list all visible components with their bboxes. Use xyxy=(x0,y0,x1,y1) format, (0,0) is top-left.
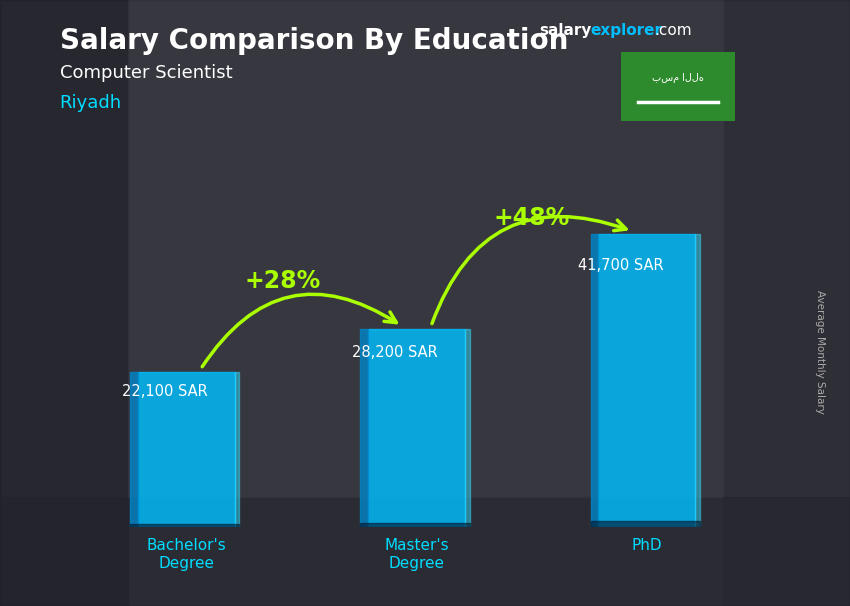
Bar xyxy=(360,329,368,527)
Bar xyxy=(591,234,598,527)
Text: +28%: +28% xyxy=(245,269,321,293)
Text: 28,200 SAR: 28,200 SAR xyxy=(352,345,438,360)
Text: 22,100 SAR: 22,100 SAR xyxy=(122,384,207,399)
Bar xyxy=(128,0,722,497)
Bar xyxy=(130,372,138,527)
Bar xyxy=(130,524,239,527)
Bar xyxy=(695,234,700,527)
Bar xyxy=(598,234,695,527)
Bar xyxy=(360,523,469,527)
Bar xyxy=(722,0,850,606)
Text: .com: .com xyxy=(654,23,692,38)
Text: salary: salary xyxy=(540,23,592,38)
Text: بسم الله: بسم الله xyxy=(652,73,704,83)
Bar xyxy=(465,329,469,527)
Bar xyxy=(368,329,465,527)
Bar xyxy=(0,0,128,606)
Text: +48%: +48% xyxy=(494,206,570,230)
Bar xyxy=(235,372,239,527)
Text: 41,700 SAR: 41,700 SAR xyxy=(578,258,663,273)
Bar xyxy=(0,497,850,606)
Bar xyxy=(138,372,235,527)
Text: Average Monthly Salary: Average Monthly Salary xyxy=(815,290,825,413)
Text: Riyadh: Riyadh xyxy=(60,94,122,112)
Text: explorer: explorer xyxy=(591,23,663,38)
Text: Computer Scientist: Computer Scientist xyxy=(60,64,232,82)
Bar xyxy=(591,521,700,527)
Text: Salary Comparison By Education: Salary Comparison By Education xyxy=(60,27,568,55)
